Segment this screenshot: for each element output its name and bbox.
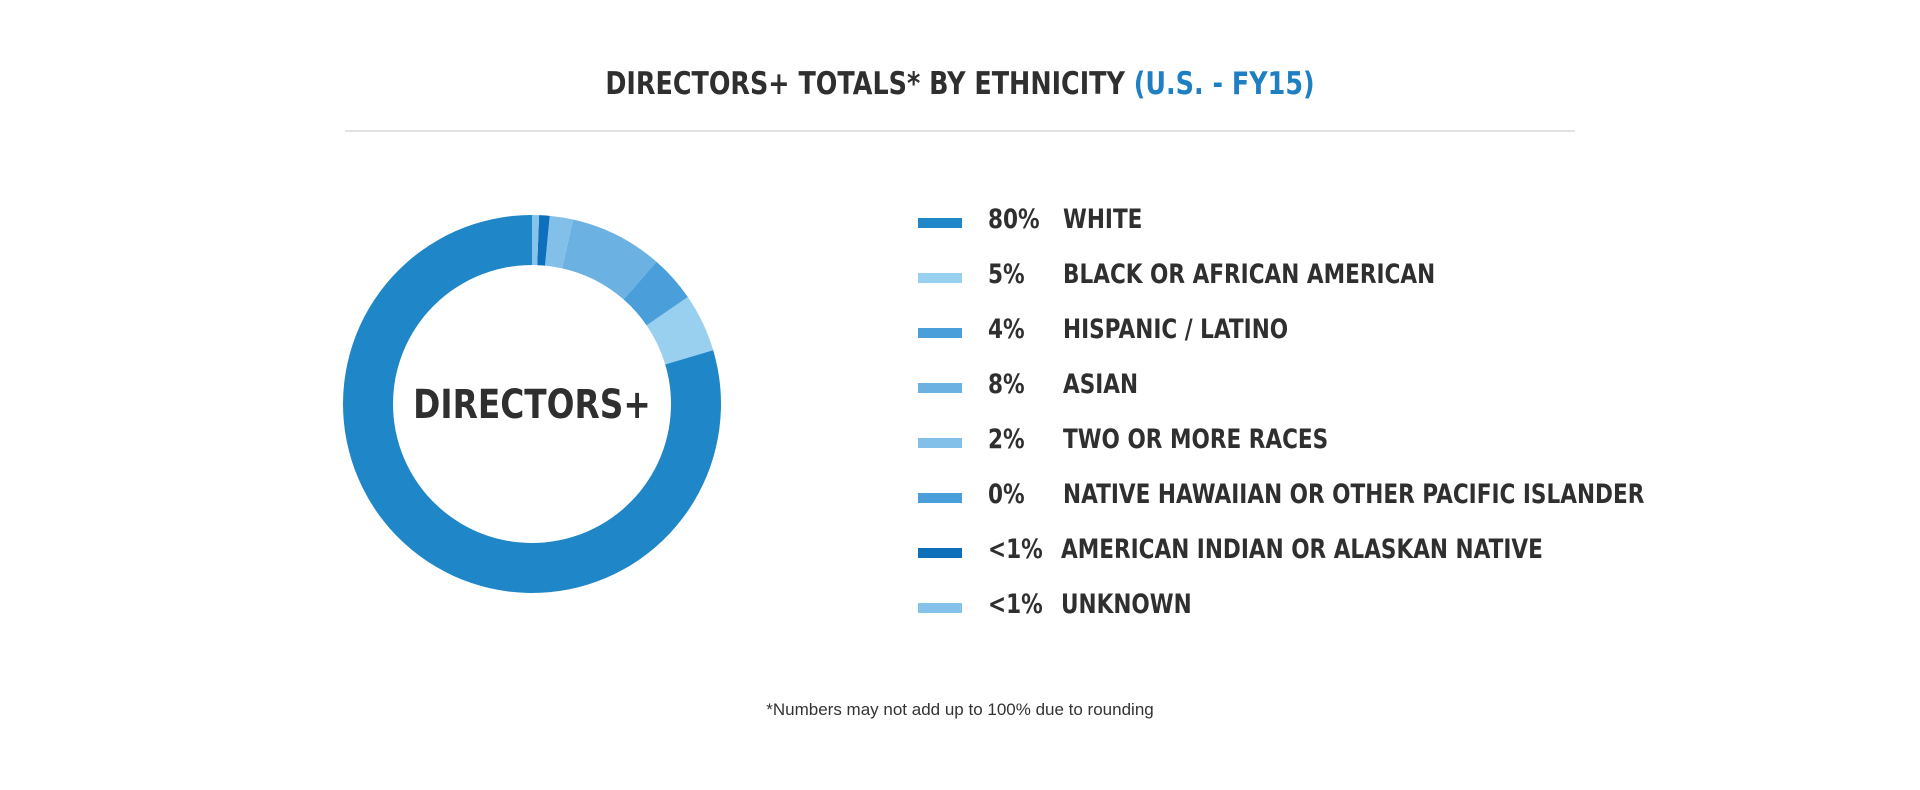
legend-category: WHITE [1063, 204, 1143, 235]
footnote: *Numbers may not add up to 100% due to r… [766, 700, 1154, 719]
legend-percent: 5% [988, 259, 1025, 290]
legend-item: <1% UNKNOWN [918, 585, 1738, 625]
legend-swatch [918, 603, 962, 613]
legend-swatch [918, 438, 962, 448]
legend-item: 0% NATIVE HAWAIIAN OR OTHER PACIFIC ISLA… [918, 475, 1738, 515]
donut-slices [343, 215, 721, 593]
chart-title-subtitle: (U.S. - FY15) [1133, 66, 1315, 102]
legend-item: 2% TWO OR MORE RACES [918, 420, 1738, 460]
donut-slice-7 [532, 215, 540, 266]
chart-title: DIRECTORS+ TOTALS* BY ETHNICITY (U.S. - … [173, 66, 1747, 102]
legend-category: NATIVE HAWAIIAN OR OTHER PACIFIC ISLANDE… [1063, 479, 1645, 510]
title-divider [345, 130, 1575, 132]
legend-category: TWO OR MORE RACES [1063, 424, 1329, 455]
legend-swatch [918, 328, 962, 338]
legend-percent: <1% [988, 534, 1043, 565]
donut-slice-4 [545, 215, 574, 269]
legend-item: <1% AMERICAN INDIAN OR ALASKAN NATIVE [918, 530, 1738, 570]
legend-item: 80% WHITE [918, 200, 1738, 240]
legend-percent: 2% [988, 424, 1025, 455]
legend-percent: 8% [988, 369, 1025, 400]
donut-slice-6 [537, 215, 550, 266]
donut-slice-2 [623, 261, 688, 326]
legend-percent: 0% [988, 479, 1025, 510]
legend-swatch [918, 493, 962, 503]
legend-percent: 80% [988, 204, 1040, 235]
legend-category: HISPANIC / LATINO [1063, 314, 1289, 345]
legend-item: 8% ASIAN [918, 365, 1738, 405]
legend-swatch [918, 273, 962, 283]
donut-center-label: DIRECTORS+ [413, 381, 651, 428]
donut-chart: DIRECTORS+ [343, 215, 721, 593]
donut-slice-1 [646, 297, 714, 365]
legend-item: 5% BLACK OR AFRICAN AMERICAN [918, 255, 1738, 295]
legend-swatch [918, 383, 962, 393]
legend-percent: 4% [988, 314, 1025, 345]
legend-category: ASIAN [1063, 369, 1139, 400]
donut-slice-3 [562, 219, 657, 300]
legend-swatch [918, 218, 962, 228]
chart-title-main: DIRECTORS+ TOTALS* BY ETHNICITY [605, 66, 1125, 102]
legend-category: AMERICAN INDIAN OR ALASKAN NATIVE [1061, 534, 1543, 565]
legend-category: BLACK OR AFRICAN AMERICAN [1063, 259, 1436, 290]
legend-category: UNKNOWN [1061, 589, 1192, 620]
legend-item: 4% HISPANIC / LATINO [918, 310, 1738, 350]
legend-percent: <1% [988, 589, 1043, 620]
legend-swatch [918, 548, 962, 558]
